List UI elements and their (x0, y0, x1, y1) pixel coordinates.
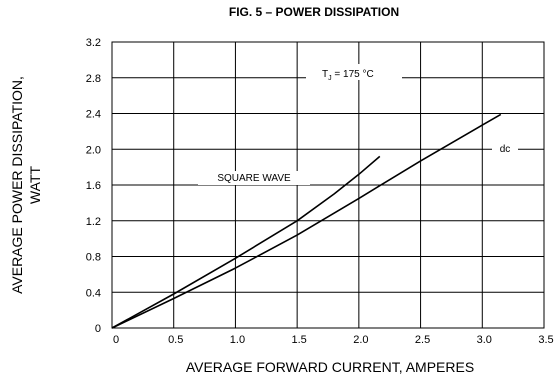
annotation-backgrounds (198, 64, 518, 185)
x-tick-label-7: 3.5 (538, 334, 553, 346)
x-tick-label-6: 3.0 (477, 334, 492, 346)
series-label-bg-1 (492, 142, 518, 156)
y-axis-label-line1: AVERAGE POWER DISSIPATION, (9, 76, 25, 294)
x-tick-label-5: 2.5 (415, 334, 430, 346)
y-axis-label-line2: WATT (27, 166, 43, 205)
y-tick-label-7: 2.8 (86, 73, 101, 85)
series-line-dc (111, 113, 502, 329)
series-label-1: dc (500, 144, 511, 155)
plot-frame (111, 41, 545, 329)
y-tick-label-2: 0.8 (86, 252, 101, 264)
y-tick-label-5: 2.0 (86, 144, 101, 156)
y-tick-label-6: 2.4 (86, 109, 101, 121)
y-tick-label-1: 0.4 (86, 287, 101, 299)
x-tick-label-3: 1.5 (291, 334, 306, 346)
y-tick-label-0: 0 (95, 323, 101, 335)
series-label-bg-0 (198, 171, 310, 185)
x-tick-label-0: 0 (113, 334, 119, 346)
y-tick-label-4: 1.6 (86, 180, 101, 192)
grid (112, 42, 544, 328)
chart-title: FIG. 5 – POWER DISSIPATION (229, 5, 399, 19)
x-tick-label-1: 0.5 (168, 334, 183, 346)
series-line-square-wave (111, 155, 381, 329)
x-tick-label-4: 2.0 (353, 334, 368, 346)
series-label-0: SQUARE WAVE (217, 173, 291, 184)
annotations: SQUARE WAVE dc TJ = 175 °C (217, 69, 510, 184)
x-axis-label: AVERAGE FORWARD CURRENT, AMPERES (186, 359, 474, 375)
series-group (111, 113, 502, 329)
y-tick-label-3: 1.2 (86, 216, 101, 228)
x-tick-label-2: 1.0 (230, 334, 245, 346)
y-tick-label-8: 3.2 (86, 37, 101, 49)
tj-annotation: TJ = 175 °C (322, 69, 374, 82)
tj-annotation-bg (306, 64, 402, 80)
tick-labels: 0 0.5 1.0 1.5 2.0 2.5 3.0 3.5 0 0.4 0.8 1.2 1.6 2.0 2.… (86, 37, 554, 346)
